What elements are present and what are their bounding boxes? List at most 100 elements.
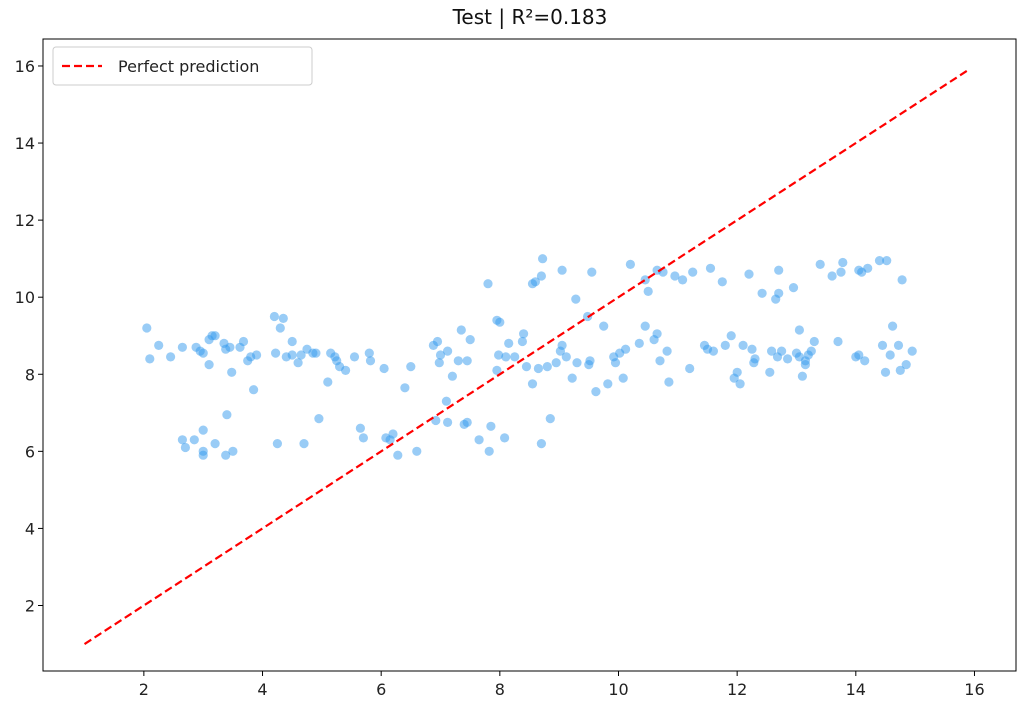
y-tick-label: 2 bbox=[25, 596, 35, 615]
data-point bbox=[364, 348, 374, 358]
data-point bbox=[797, 371, 808, 381]
data-point bbox=[678, 275, 688, 285]
chart-title: Test | R²=0.183 bbox=[452, 5, 608, 29]
data-point bbox=[412, 446, 422, 456]
x-tick-label: 8 bbox=[495, 680, 505, 699]
data-point bbox=[238, 336, 249, 347]
data-point bbox=[634, 338, 644, 348]
data-point bbox=[561, 352, 571, 362]
data-point bbox=[542, 362, 552, 372]
data-point bbox=[249, 385, 259, 395]
x-tick-label: 6 bbox=[376, 680, 386, 699]
data-point bbox=[393, 450, 403, 460]
data-point bbox=[809, 336, 819, 347]
data-point bbox=[293, 358, 303, 368]
data-point bbox=[897, 275, 907, 285]
y-tick-label: 8 bbox=[25, 365, 35, 384]
data-point bbox=[882, 256, 892, 266]
data-point bbox=[272, 439, 282, 449]
legend-box bbox=[52, 46, 313, 86]
x-tick-label: 4 bbox=[257, 680, 267, 699]
data-point bbox=[738, 340, 748, 350]
data-point bbox=[443, 417, 453, 427]
data-point bbox=[655, 356, 665, 366]
data-point bbox=[603, 379, 613, 389]
y-tick-label: 16 bbox=[15, 57, 35, 76]
data-point bbox=[484, 446, 494, 456]
x-tick-label: 2 bbox=[139, 680, 149, 699]
data-point bbox=[907, 346, 917, 356]
data-point bbox=[441, 396, 451, 406]
data-point bbox=[228, 446, 238, 456]
data-point bbox=[456, 325, 466, 335]
data-point bbox=[145, 354, 155, 364]
x-tick-label: 12 bbox=[727, 680, 747, 699]
data-point bbox=[453, 356, 463, 366]
legend: Perfect prediction bbox=[52, 46, 313, 86]
data-point bbox=[854, 350, 864, 360]
data-point bbox=[510, 352, 520, 362]
perfect-prediction-line-group bbox=[83, 68, 970, 645]
data-point bbox=[774, 265, 784, 275]
data-point bbox=[204, 360, 214, 370]
data-point bbox=[652, 329, 662, 339]
data-point bbox=[311, 348, 321, 358]
data-point bbox=[643, 286, 653, 296]
data-point bbox=[400, 383, 410, 393]
data-point bbox=[314, 414, 324, 424]
data-point bbox=[227, 367, 237, 377]
data-point bbox=[180, 442, 190, 453]
data-point bbox=[545, 414, 555, 424]
data-point bbox=[640, 321, 650, 331]
data-point bbox=[571, 294, 581, 304]
data-point bbox=[815, 259, 825, 269]
data-point bbox=[662, 346, 672, 356]
data-point bbox=[621, 344, 631, 354]
data-point bbox=[901, 360, 911, 370]
data-point bbox=[833, 336, 843, 347]
data-point bbox=[747, 344, 757, 354]
x-tick-label: 16 bbox=[964, 680, 984, 699]
data-point bbox=[794, 325, 805, 335]
data-point bbox=[379, 363, 389, 374]
data-point bbox=[757, 288, 767, 298]
y-tick-label: 14 bbox=[15, 134, 35, 153]
data-point bbox=[860, 356, 870, 366]
data-point bbox=[536, 439, 547, 449]
data-point bbox=[189, 435, 199, 445]
data-point bbox=[486, 421, 496, 431]
data-point bbox=[717, 277, 727, 287]
y-tick-label: 4 bbox=[25, 519, 35, 538]
y-tick-label: 6 bbox=[25, 442, 35, 461]
data-point bbox=[177, 435, 187, 445]
data-point bbox=[670, 271, 680, 281]
data-point bbox=[221, 450, 231, 460]
data-point bbox=[358, 433, 368, 443]
data-point bbox=[210, 439, 220, 449]
data-point bbox=[355, 423, 365, 433]
data-point bbox=[838, 257, 848, 268]
data-point bbox=[142, 323, 152, 333]
data-point bbox=[492, 365, 502, 375]
data-point bbox=[533, 363, 544, 374]
data-point bbox=[827, 271, 837, 281]
data-point bbox=[299, 439, 309, 449]
data-point bbox=[735, 379, 745, 389]
x-axis: 2 4 6 8 10 12 14 16 bbox=[139, 671, 985, 699]
data-point bbox=[198, 348, 208, 358]
data-point bbox=[538, 254, 548, 264]
data-point bbox=[863, 263, 873, 273]
data-point bbox=[664, 377, 674, 387]
data-point bbox=[788, 283, 799, 293]
data-point bbox=[483, 279, 493, 289]
data-point bbox=[685, 363, 695, 374]
data-point bbox=[530, 277, 541, 287]
data-point bbox=[777, 346, 787, 356]
legend-label: Perfect prediction bbox=[118, 57, 259, 76]
data-point bbox=[504, 338, 514, 348]
data-point bbox=[610, 358, 621, 368]
data-point bbox=[688, 267, 698, 277]
data-point bbox=[462, 356, 472, 366]
data-point bbox=[726, 331, 736, 341]
